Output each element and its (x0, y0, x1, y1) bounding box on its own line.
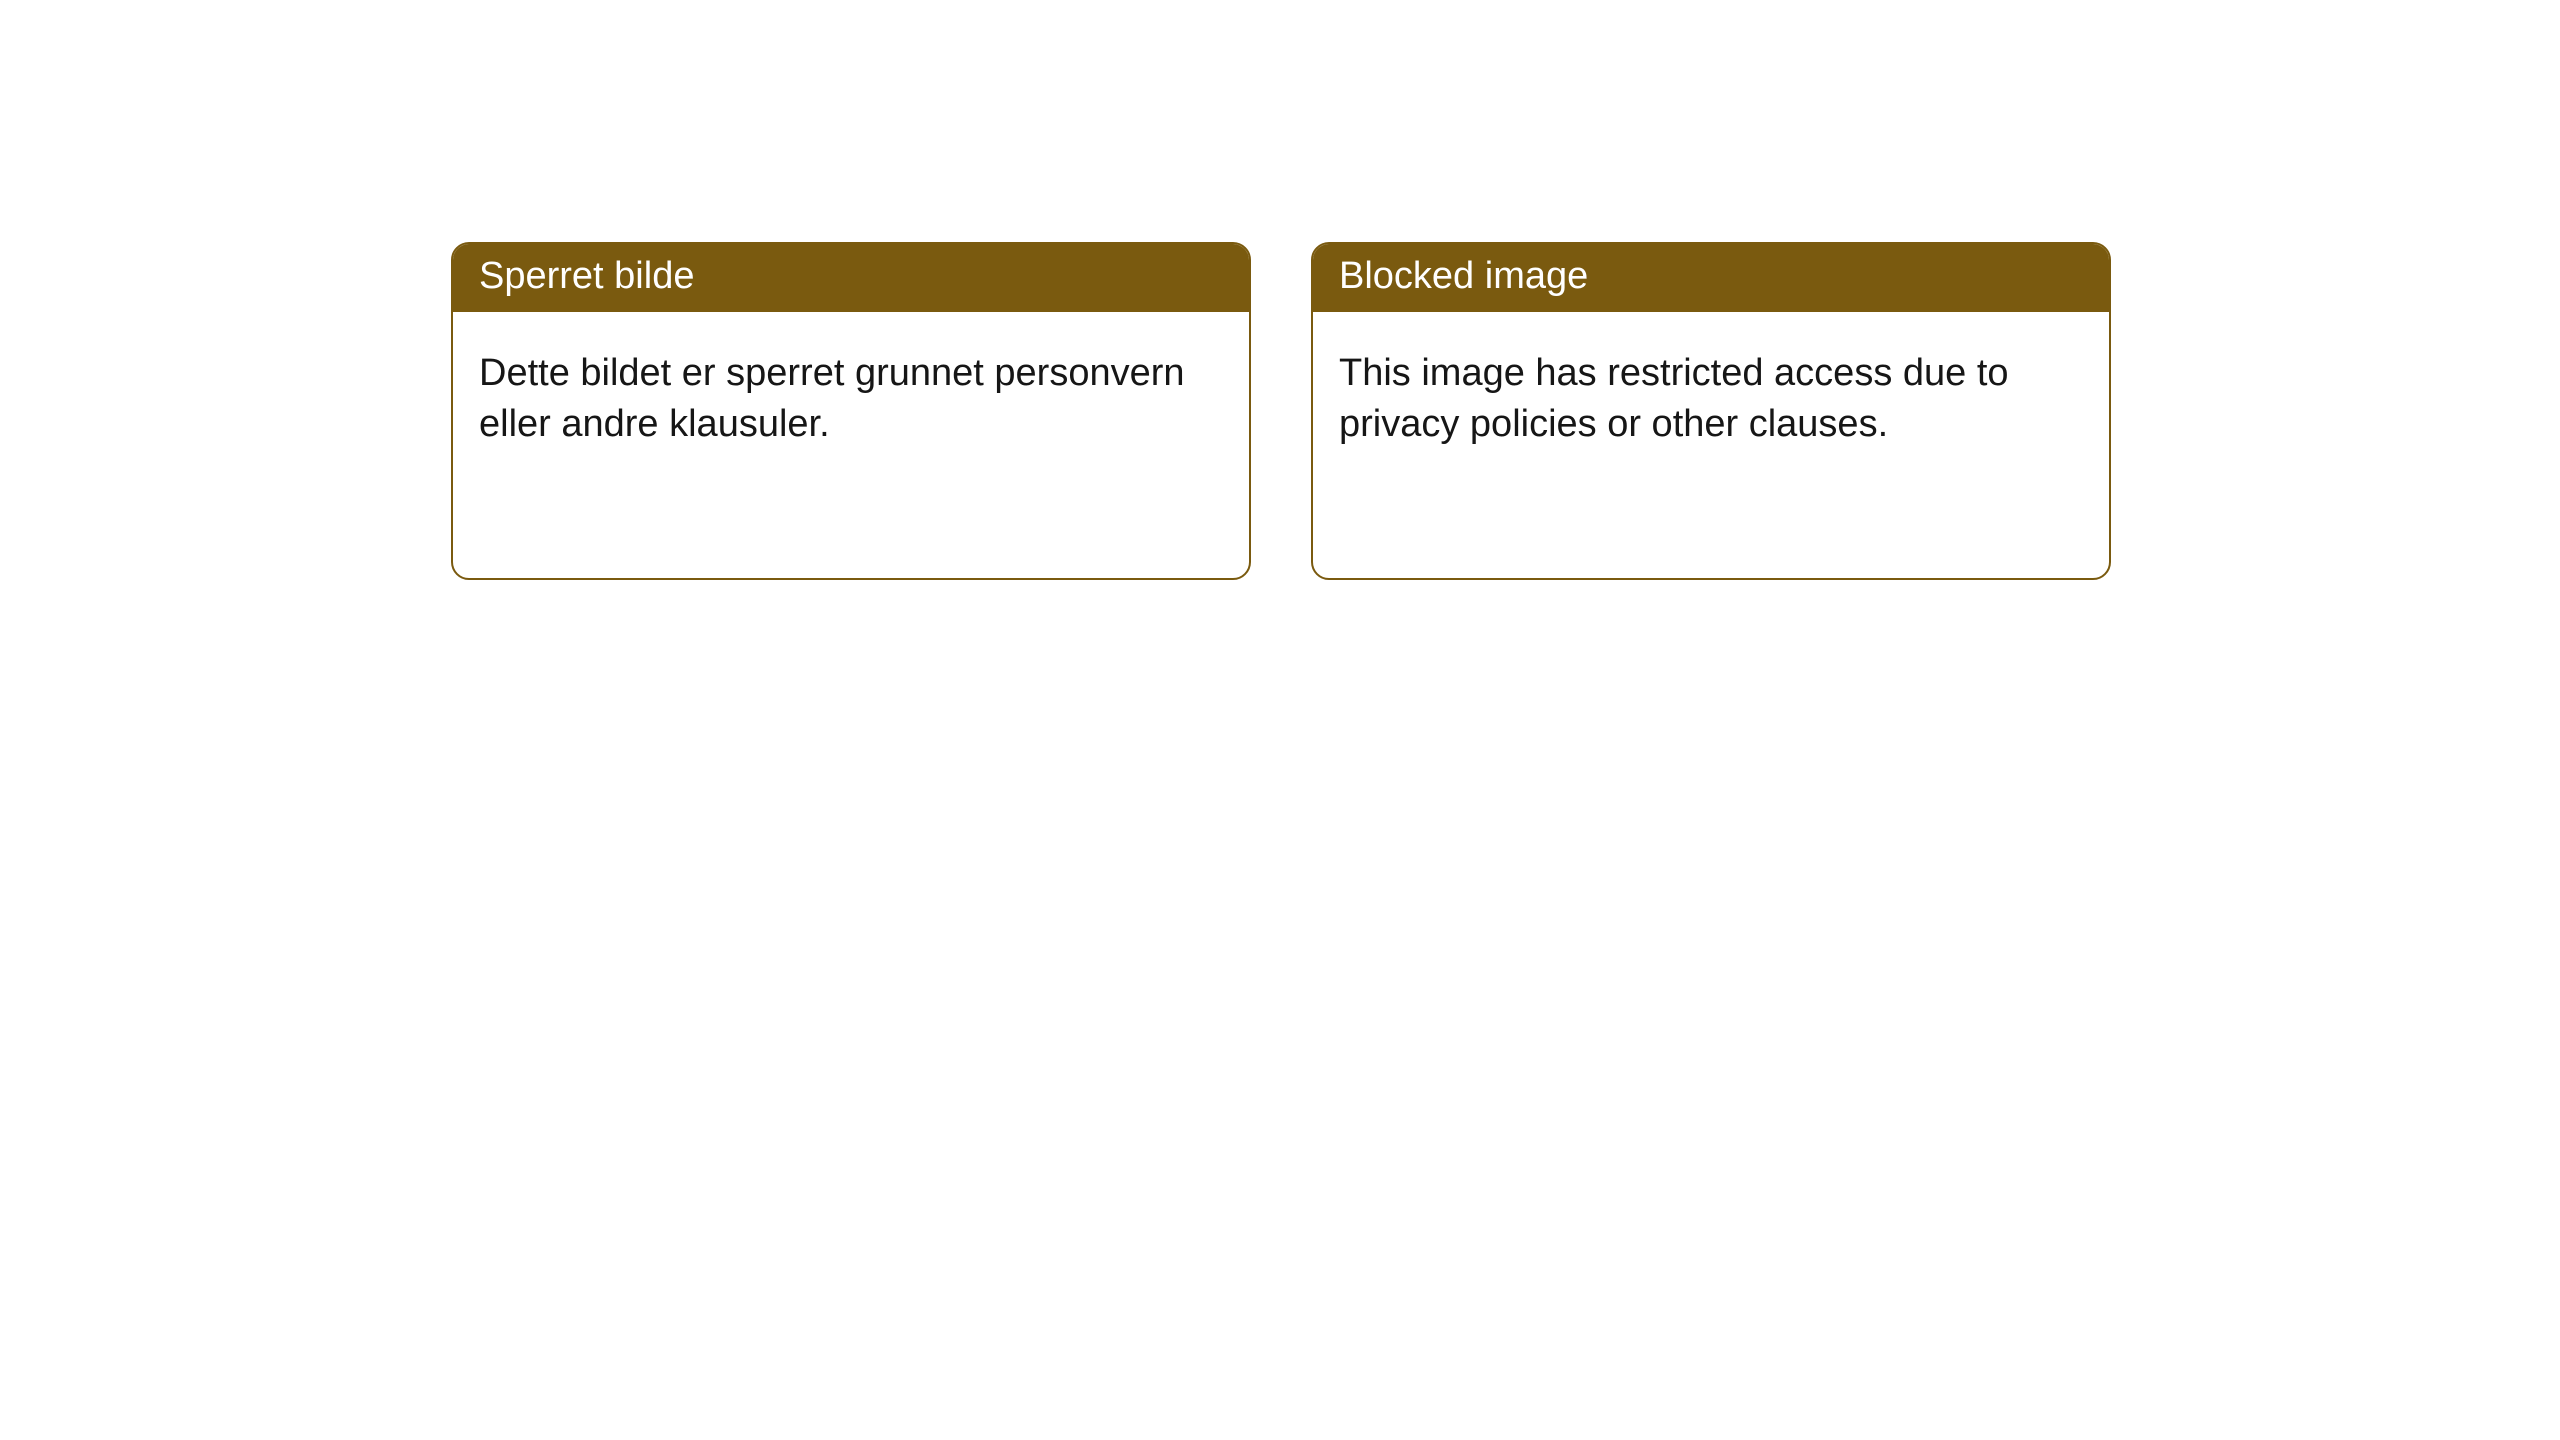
notice-card-no: Sperret bilde Dette bildet er sperret gr… (451, 242, 1251, 580)
notice-card-body: Dette bildet er sperret grunnet personve… (453, 312, 1249, 477)
notice-card-row: Sperret bilde Dette bildet er sperret gr… (0, 0, 2560, 580)
notice-card-title: Blocked image (1313, 244, 2109, 312)
notice-card-title: Sperret bilde (453, 244, 1249, 312)
notice-card-body: This image has restricted access due to … (1313, 312, 2109, 477)
notice-card-en: Blocked image This image has restricted … (1311, 242, 2111, 580)
